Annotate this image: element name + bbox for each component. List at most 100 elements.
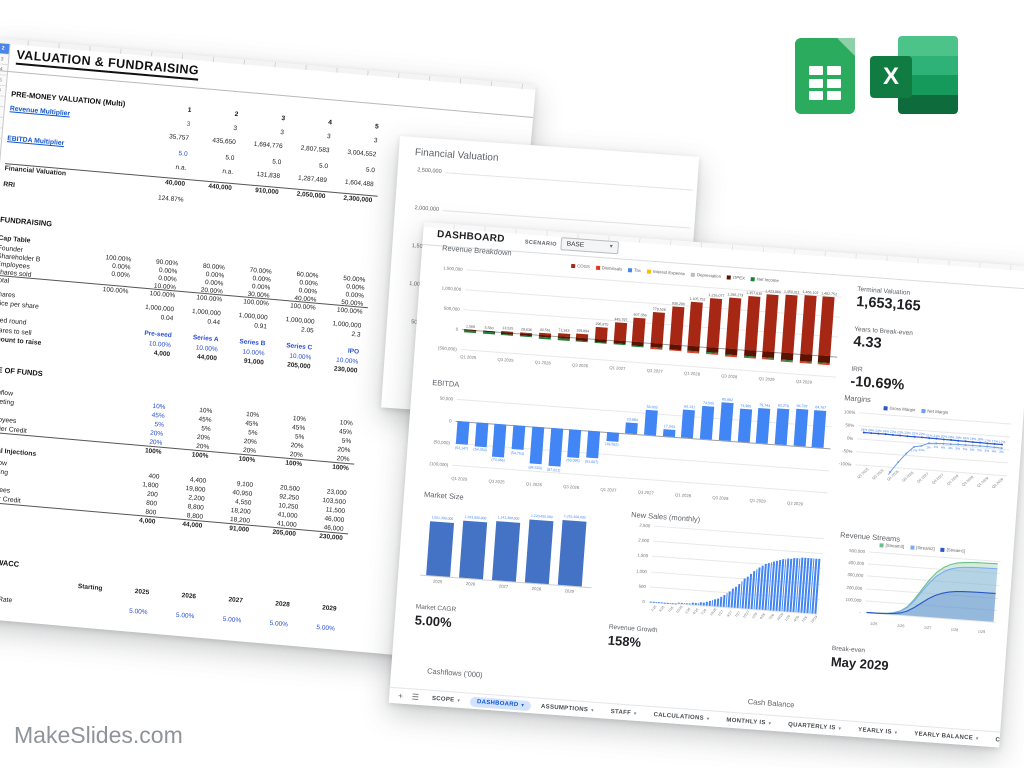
dashboard-card: DASHBOARD SCENARIO BASE ▼ Terminal Valua… [388,222,1024,748]
google-sheets-icon [795,38,855,114]
row-label: Cashflow [0,457,8,468]
column-header: 2 [234,110,239,119]
bar [649,601,652,602]
y-axis-tick: 200,000 [846,584,863,591]
y-axis-tick: 100% [843,409,856,416]
stacked-bar-segment [743,356,756,359]
tab-yearly-is[interactable]: YEARLY IS ▾ [857,726,898,736]
row-number: 6 [0,85,6,96]
section-heading: WACC [0,557,20,569]
x-axis-label: Q1 2025 [451,475,468,482]
bar [529,426,545,465]
scenario-value: BASE [566,240,585,249]
bar [511,425,526,450]
cell-value: 3 [326,133,331,141]
tab-yearly-balance[interactable]: YEARLY BALANCE ▾ [914,730,979,742]
kpi-value: 5.00% [414,612,453,631]
cell-link[interactable]: Revenue Multiplier [9,105,71,118]
cell-value: 5.00% [175,611,195,621]
x-axis-label: Q3 2028 [712,494,729,502]
tab-scope[interactable]: SCOPE ▾ [431,695,461,704]
x-axis-label: 7/27 [733,610,742,619]
tab-cashflow[interactable]: CASHFLOW▾ [995,736,1024,746]
tab-assumptions[interactable]: ASSUMPTIONS ▾ [540,703,594,713]
gridline [453,442,829,472]
y-axis-tick: 500,000 [849,548,866,555]
row-label: Employees [0,415,17,426]
legend-item: Dismissals [595,265,622,272]
row-label: Marketing [0,466,9,477]
stat-value: 1,653,165 [855,293,922,315]
add-sheet-icon[interactable]: + [397,691,404,701]
cell-value: 5.0 [271,158,282,167]
tab-monthly-is[interactable]: MONTHLY IS ▾ [726,716,772,726]
cell-value: Series B [239,338,266,348]
y-axis-tick: 0 [448,418,452,424]
bar [625,422,639,435]
bar [455,420,470,446]
legend-item: Interest Expense [646,268,685,276]
y-axis-tick: 1,500,000 [442,265,463,272]
stacked-bar-segment [650,347,663,350]
legend-swatch [595,265,600,270]
kpi-label: Break-even [831,645,866,655]
cell-value: 1,287,489 [297,174,328,185]
bar-total-label: 296,870 [595,321,609,327]
y-axis-tick: (500,000) [437,345,457,352]
cell-value: 230,000 [333,365,358,375]
x-axis-label: 10/29 [809,614,818,624]
y-axis-tick: 1,500 [636,552,649,559]
all-sheets-menu-icon[interactable]: ☰ [411,692,420,702]
chart-title: EBITDA [431,378,460,390]
x-axis-label: 7/29 [801,615,809,624]
stacked-bar-segment [817,363,830,366]
cell-value: 1,604,488 [344,178,374,189]
y-axis-tick: 50,000 [439,395,454,402]
cell-value: Series C [285,342,313,352]
row-number: 8 [0,106,4,117]
legend-swatch [940,547,945,552]
x-axis-label: 1/25 [650,604,658,613]
bar [666,602,669,604]
column-header: 1 [187,106,192,115]
legend-swatch [628,267,633,272]
tab-dashboard[interactable]: DASHBOARD ▾ [469,696,532,711]
gridline [653,540,823,555]
cell-value: 3,004,552 [347,148,377,159]
x-axis-label: Q3 2029 [795,378,813,385]
cell-value: 2.05 [300,326,314,335]
cell-link[interactable]: EBITDA Multiplier [6,135,65,148]
x-axis-label: Q3 2025 [488,478,505,485]
cell-value: Pre-seed [144,329,173,340]
x-axis-label: 10/25 [675,604,684,614]
bar-value-label: (61,667) [584,459,599,465]
tab-staff[interactable]: STAFF ▾ [610,708,637,716]
x-axis-label: 2029 [564,587,575,594]
x-axis-label: 4/25 [658,605,666,613]
cell-value: 5.00% [128,607,148,617]
stacked-bar [650,311,666,344]
bar [669,602,672,604]
cell-value: 131,838 [256,171,281,181]
cell-value: 3 [233,124,238,133]
chart-title: Revenue Breakdown [441,243,512,258]
tab-calculations[interactable]: CALCULATIONS ▾ [653,711,710,722]
chevron-down-icon: ▼ [608,243,614,250]
bar [672,602,675,604]
y-axis-tick: 2,500,000 [416,167,442,175]
tab-quarterly-is[interactable]: QUARTERLY IS ▾ [787,721,842,731]
bar [658,602,661,603]
x-axis-label: Q3 2028 [721,373,738,380]
stacked-bar-segment [464,330,477,333]
y-axis-tick: 400,000 [848,560,865,567]
y-axis-tick: 2,500 [639,522,651,529]
x-axis-label: 1/27 [923,625,932,631]
bar [662,428,676,437]
bar [474,422,489,448]
x-axis-label: Q1 2027 [600,486,617,493]
x-axis-label: 10/28 [775,612,785,622]
stacked-bar [744,295,760,351]
row-label: Cap Table [0,234,31,245]
excel-x-glyph: X [870,56,912,98]
x-axis-label: Q3 2027 [637,489,654,496]
